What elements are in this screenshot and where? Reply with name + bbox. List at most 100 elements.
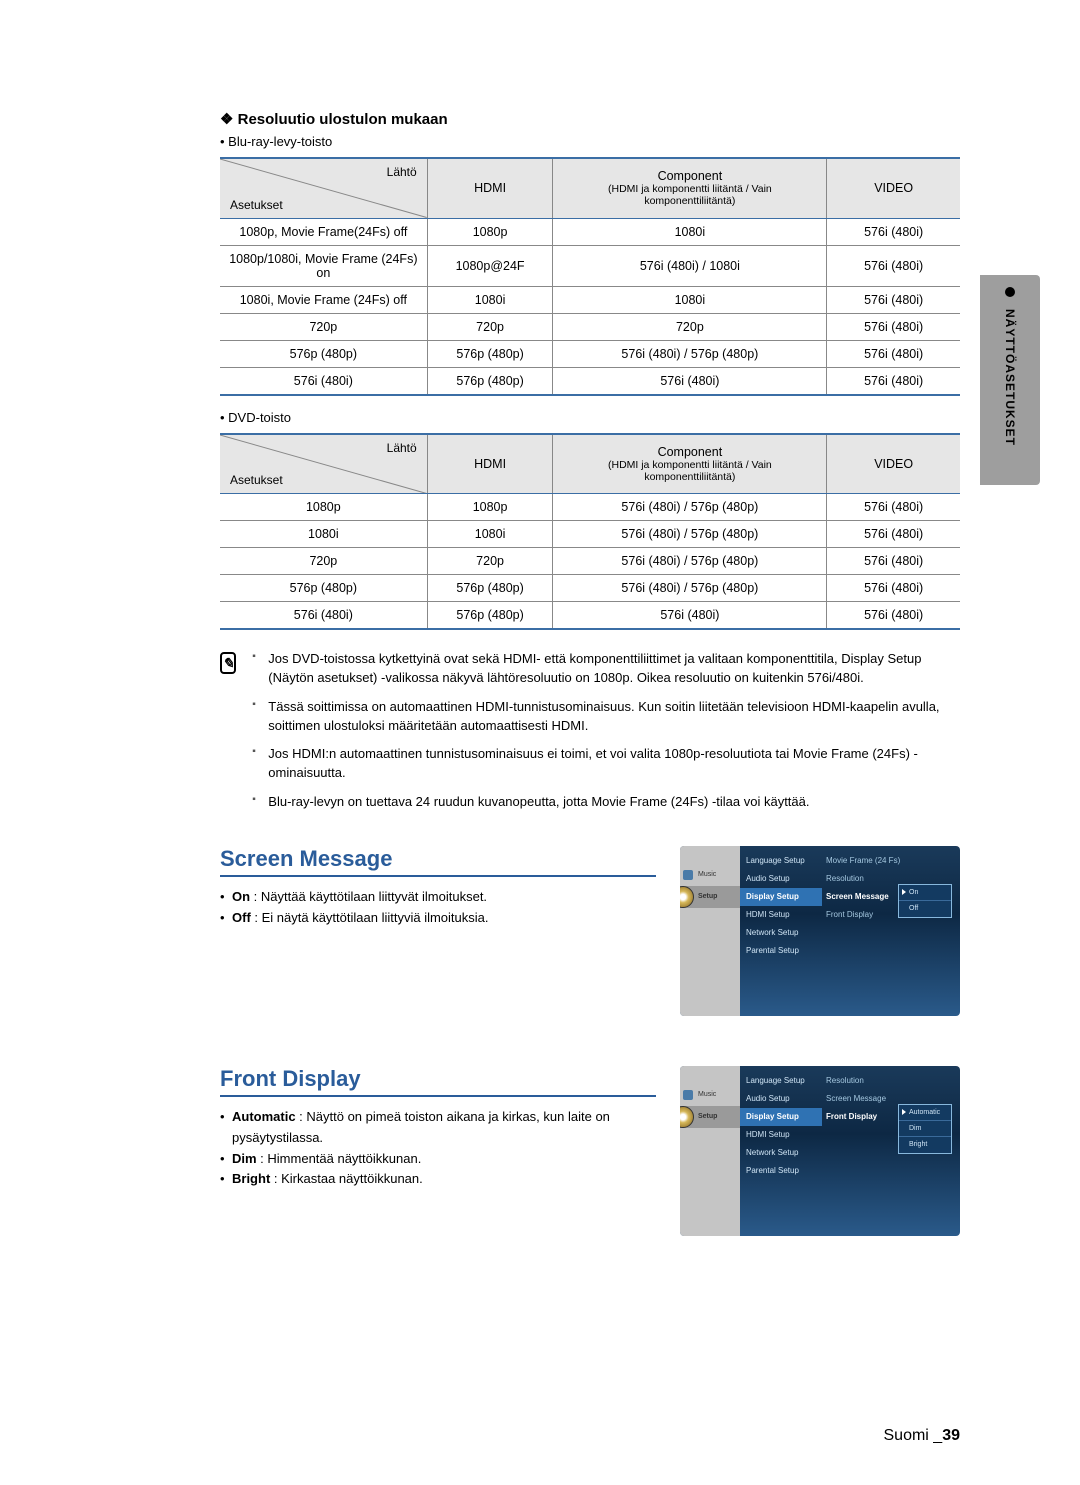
table-cell: 1080p@24F — [427, 245, 553, 286]
sm-off: Off : Ei näytä käyttötilaan liittyviä il… — [220, 908, 656, 929]
table-cell: 1080i — [553, 286, 827, 313]
table-cell: 720p — [553, 313, 827, 340]
table-cell: 1080i — [553, 218, 827, 245]
note-item: Jos HDMI:n automaattinen tunnistusominai… — [252, 745, 960, 783]
table-row: 1080p1080p576i (480i) / 576p (480p)576i … — [220, 494, 960, 521]
table-dvd: Lähtö Asetukset HDMI Component (HDMI ja … — [220, 433, 960, 631]
osd-lc-music2: Music — [698, 1091, 716, 1098]
osd-right-item: Front Display — [822, 1108, 902, 1126]
table-cell: 1080p, Movie Frame(24Fs) off — [220, 218, 427, 245]
osd-front-display: Music Setup Language SetupAudio SetupDis… — [680, 1066, 960, 1236]
table-cell: 576i (480i) — [827, 313, 960, 340]
osd-screen-message: Music Setup Language SetupAudio SetupDis… — [680, 846, 960, 1016]
subhead-resolution: Resoluutio ulostulon mukaan — [220, 110, 960, 128]
table-cell: 576i (480i) — [827, 218, 960, 245]
table-row: 1080i1080i576i (480i) / 576p (480p)576i … — [220, 521, 960, 548]
note-item: Tässä soittimissa on automaattinen HDMI-… — [252, 698, 960, 736]
table-cell: 576i (480i) / 576p (480p) — [553, 548, 827, 575]
col-hdmi-dvd: HDMI — [427, 434, 553, 494]
sm-on-label: On — [232, 889, 250, 904]
osd-lc-setup: Setup — [698, 893, 717, 900]
side-tab-dot — [1005, 287, 1015, 297]
col-video: VIDEO — [827, 158, 960, 218]
table-cell: 576i (480i) / 576p (480p) — [553, 494, 827, 521]
table-cell: 576i (480i) — [220, 367, 427, 395]
table-cell: 576i (480i) — [827, 494, 960, 521]
table-cell: 576i (480i) / 576p (480p) — [553, 340, 827, 367]
note-item: Blu-ray-levyn on tuettava 24 ruudun kuva… — [252, 793, 960, 812]
table-cell: 1080i — [427, 521, 553, 548]
table-cell: 576i (480i) — [553, 602, 827, 630]
note-icon: ✎ — [220, 652, 236, 674]
table-cell: 576i (480i) / 576p (480p) — [553, 575, 827, 602]
osd-popup-item: Bright — [899, 1137, 951, 1153]
table-cell: 576i (480i) — [827, 575, 960, 602]
table-row: 576p (480p)576p (480p)576i (480i) / 576p… — [220, 340, 960, 367]
osd-mid-item: HDMI Setup — [740, 906, 822, 924]
fd-dim: Dim : Himmentää näyttöikkunan. — [220, 1149, 656, 1170]
osd-right-item: Front Display — [822, 906, 902, 924]
table-row: 576i (480i)576p (480p)576i (480i)576i (4… — [220, 367, 960, 395]
table-cell: 720p — [427, 548, 553, 575]
osd-mid-item: HDMI Setup — [740, 1126, 822, 1144]
dvd-caption-text: DVD-toisto — [228, 410, 291, 425]
table-bluray: Lähtö Asetukset HDMI Component (HDMI ja … — [220, 157, 960, 396]
osd-mid-item: Display Setup — [740, 1108, 822, 1126]
table-cell: 1080i, Movie Frame (24Fs) off — [220, 286, 427, 313]
osd-mid-item: Audio Setup — [740, 870, 822, 888]
osd-popup-sm: OnOff — [898, 884, 952, 918]
table-row: 1080p, Movie Frame(24Fs) off1080p1080i57… — [220, 218, 960, 245]
table-cell: 576i (480i) — [827, 548, 960, 575]
music-icon — [683, 870, 693, 880]
col-component: Component (HDMI ja komponentti liitäntä … — [553, 158, 827, 218]
diag-header: Lähtö Asetukset — [220, 158, 427, 218]
osd-mid-item: Display Setup — [740, 888, 822, 906]
osd-mid-item: Parental Setup — [740, 942, 822, 960]
table-row: 1080i, Movie Frame (24Fs) off1080i1080i5… — [220, 286, 960, 313]
fd-bright-desc: : Kirkastaa näyttöikkunan. — [270, 1171, 422, 1186]
footer-page: 39 — [942, 1427, 960, 1444]
fd-bright-label: Bright — [232, 1171, 270, 1186]
table-cell: 576i (480i) — [827, 340, 960, 367]
bluray-caption: • Blu-ray-levy-toisto — [220, 134, 960, 149]
fd-auto: Automatic : Näyttö on pimeä toiston aika… — [220, 1107, 656, 1149]
notes-list: Jos DVD-toistossa kytkettyinä ovat sekä … — [252, 650, 960, 822]
sm-off-label: Off — [232, 910, 251, 925]
osd-mid-item: Audio Setup — [740, 1090, 822, 1108]
table-cell: 576i (480i) — [827, 245, 960, 286]
osd-popup-item: Off — [899, 901, 951, 917]
music-icon — [683, 1090, 693, 1100]
table-row: 720p720p720p576i (480i) — [220, 313, 960, 340]
osd-popup-item: Automatic — [899, 1105, 951, 1121]
diag-output: Lähtö — [387, 165, 417, 179]
table-cell: 1080p — [427, 494, 553, 521]
table-cell: 576i (480i) — [827, 602, 960, 630]
osd-right-item: Screen Message — [822, 888, 902, 906]
table-cell: 720p — [220, 548, 427, 575]
table-cell: 576i (480i) / 1080i — [553, 245, 827, 286]
table-row: 1080p/1080i, Movie Frame (24Fs) on1080p@… — [220, 245, 960, 286]
osd-right-item: Screen Message — [822, 1090, 902, 1108]
table-row: 576i (480i)576p (480p)576i (480i)576i (4… — [220, 602, 960, 630]
col-comp-main: Component — [658, 169, 723, 183]
table-cell: 1080i — [427, 286, 553, 313]
col-comp-sub-dvd: (HDMI ja komponentti liitäntä / Vain kom… — [561, 459, 818, 483]
side-tab: NÄYTTÖASETUKSET — [980, 275, 1040, 485]
footer: Suomi _39 — [884, 1427, 961, 1445]
osd-mid-item: Language Setup — [740, 1072, 822, 1090]
notes-block: ✎ Jos DVD-toistossa kytkettyinä ovat sek… — [220, 650, 960, 822]
fd-auto-label: Automatic — [232, 1109, 296, 1124]
table-cell: 576i (480i) — [827, 286, 960, 313]
col-video-dvd: VIDEO — [827, 434, 960, 494]
table-cell: 1080p — [427, 218, 553, 245]
table-cell: 576p (480p) — [427, 602, 553, 630]
osd-mid-item: Network Setup — [740, 924, 822, 942]
table-cell: 576p (480p) — [220, 340, 427, 367]
side-tab-label: NÄYTTÖASETUKSET — [1003, 309, 1017, 446]
table-row: 720p720p576i (480i) / 576p (480p)576i (4… — [220, 548, 960, 575]
col-comp-main-dvd: Component — [658, 445, 723, 459]
table-cell: 576p (480p) — [427, 340, 553, 367]
col-hdmi: HDMI — [427, 158, 553, 218]
osd-right-item: Movie Frame (24 Fs) — [822, 852, 902, 870]
note-item: Jos DVD-toistossa kytkettyinä ovat sekä … — [252, 650, 960, 688]
